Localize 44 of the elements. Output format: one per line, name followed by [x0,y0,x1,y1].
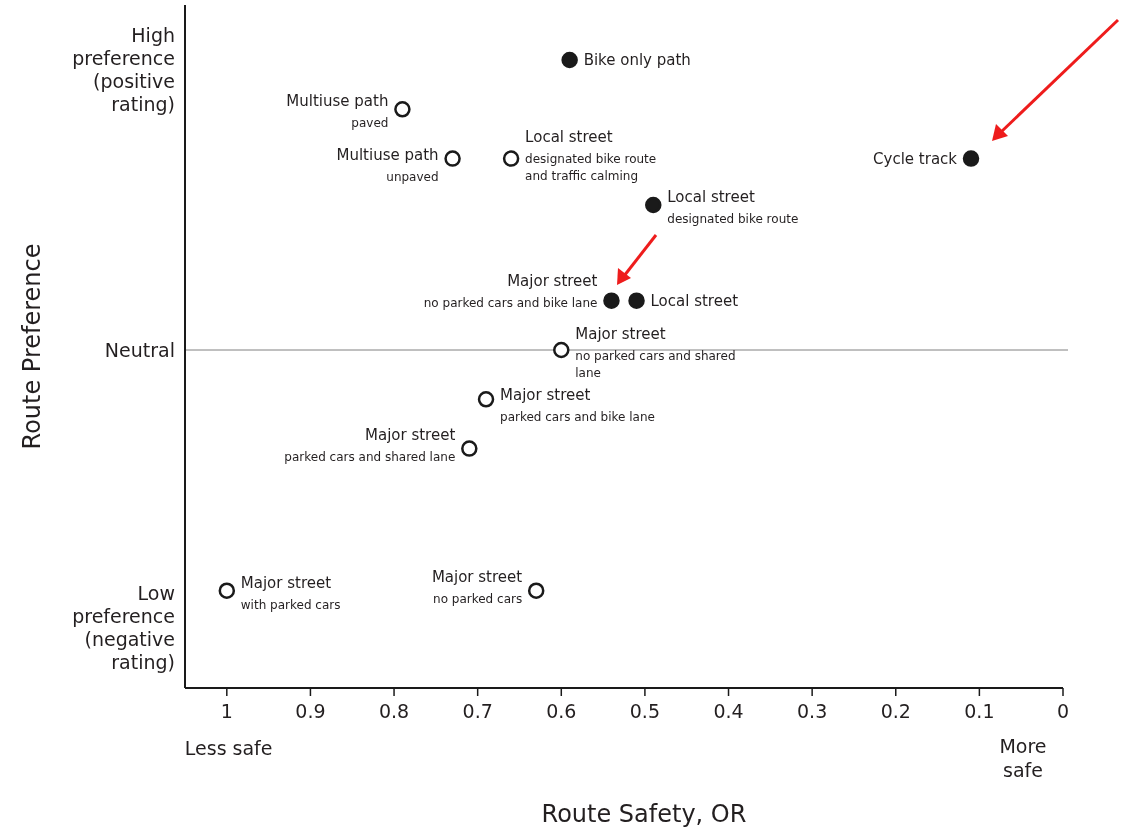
text: Route Preference [18,243,46,450]
annotation: Major street no parked cars [431,567,523,606]
point [527,582,545,599]
text: High preference (positive rating) [72,24,175,116]
x-tick-label: 1 [220,700,233,722]
annotation: Local street [650,291,739,310]
text: Less safe [184,736,273,759]
annotation: Local street designated bike route and traffic calming [525,127,657,183]
point [477,391,495,408]
x-tick-label: 0.9 [295,700,326,722]
annotation: Major street with parked cars [240,573,341,612]
annotation: Multiuse path paved [286,92,389,131]
x-tick-label: 0.2 [880,700,911,722]
annotation: Major street parked cars and shared lane [284,425,456,464]
point [461,440,478,457]
point [603,292,620,309]
ref-line-label: Neutral [104,339,175,361]
point [561,51,578,69]
x-tick-label: 0.6 [546,700,577,722]
x-tick-label: 0.8 [378,700,410,722]
point [502,150,520,167]
annotation: Multiuse path unpaved [336,145,439,184]
x-tick-label: 0.4 [713,700,744,722]
text: Low preference (negative rating) [72,582,175,674]
x-axis-title: Route Safety, OR [541,800,747,828]
annotation: Major street no parked cars and bike lane [423,271,598,310]
annotation: Major street no parked cars and shared lane [575,325,736,380]
point [628,292,645,309]
x-tick-label: 0.3 [797,700,828,722]
point [553,341,570,359]
x-tick-label: 0.5 [629,700,661,722]
point [218,582,236,599]
x-tick-label: 0.7 [462,700,493,722]
annotation: Major street parked cars and bike lane [500,386,655,425]
annotation: Bike only path [583,51,691,69]
point [444,150,461,167]
x-tick-label: 0.1 [964,700,995,722]
annotation: Cycle track [873,149,958,168]
point [962,150,980,167]
point [645,196,662,214]
text: More safe [999,734,1047,781]
x-tick-label: 0 [1056,700,1070,722]
annotation: Local street designated bike route [667,188,799,226]
point [394,101,411,118]
